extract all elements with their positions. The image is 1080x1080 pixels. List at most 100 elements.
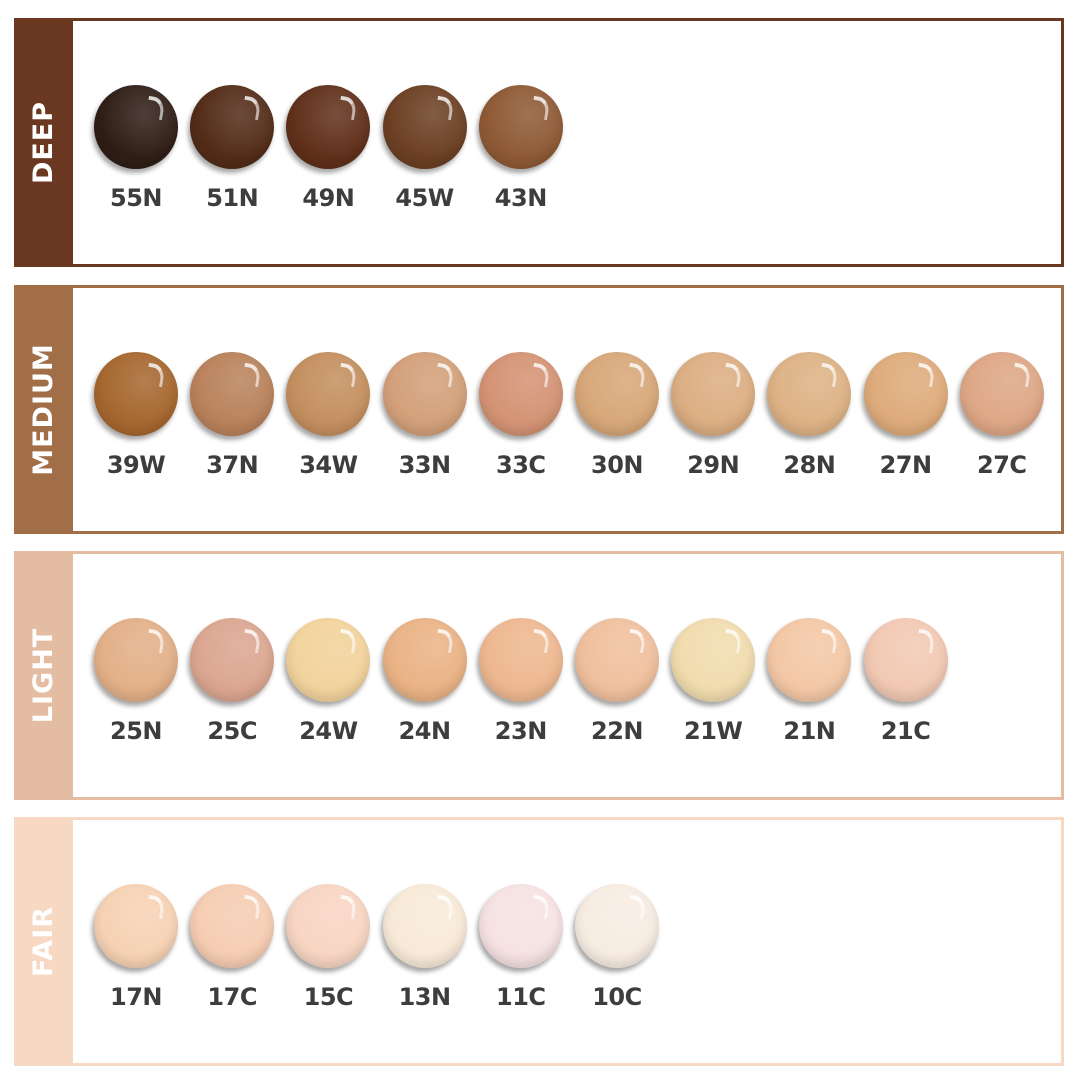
shade-swatch[interactable]: 13N — [377, 884, 473, 1011]
shade-group-medium: MEDIUM 39W 37N 34W 33N 33C 30N 29N 28N 27N 27C — [14, 285, 1064, 534]
shade-dot — [382, 85, 467, 169]
shade-dot — [190, 352, 275, 436]
shade-dot — [94, 352, 178, 436]
shade-dot — [190, 618, 275, 702]
shade-dot — [575, 618, 659, 702]
shade-name: 28N — [783, 451, 836, 479]
group-label: MEDIUM — [28, 343, 59, 476]
shade-swatch[interactable]: 27C — [954, 352, 1050, 479]
shade-dot — [767, 352, 852, 436]
shade-dot — [863, 352, 948, 436]
shade-swatch[interactable]: 21N — [761, 618, 857, 745]
shade-group-deep: DEEP 55N 51N 49N 45W 43N — [14, 18, 1064, 267]
shade-swatch[interactable]: 17N — [88, 884, 184, 1011]
shade-dot — [94, 884, 178, 968]
shade-swatch[interactable]: 33C — [473, 352, 569, 479]
shade-name: 29N — [687, 451, 740, 479]
shade-dot — [478, 618, 563, 702]
shade-swatch[interactable]: 33N — [377, 352, 473, 479]
shade-swatch[interactable]: 37N — [184, 352, 280, 479]
shade-swatch[interactable]: 21C — [858, 618, 954, 745]
shade-dot — [382, 618, 467, 702]
shade-name: 11C — [496, 983, 546, 1011]
shade-dot — [478, 884, 563, 968]
shade-swatch[interactable]: 34W — [280, 352, 376, 479]
group-label: FAIR — [28, 905, 60, 978]
shade-name: 13N — [398, 983, 451, 1011]
group-label-bar: MEDIUM — [14, 285, 73, 534]
shade-dot — [767, 618, 852, 702]
shade-name: 27N — [879, 451, 932, 479]
shade-name: 17N — [110, 983, 162, 1011]
shade-name: 25C — [207, 717, 257, 745]
shade-name: 24N — [398, 717, 451, 745]
shade-swatch[interactable]: 11C — [473, 884, 569, 1011]
shade-name: 15C — [303, 983, 354, 1011]
shade-name: 21C — [880, 717, 931, 745]
group-label-bar: FAIR — [14, 817, 73, 1066]
shade-swatch[interactable]: 27N — [858, 352, 954, 479]
shade-swatch[interactable]: 10C — [569, 884, 665, 1011]
shade-swatch[interactable]: 55N — [88, 85, 184, 212]
shade-name: 33N — [398, 451, 451, 479]
group-label-bar: DEEP — [14, 18, 73, 267]
shade-swatch[interactable]: 22N — [569, 618, 665, 745]
shade-dot — [478, 352, 563, 436]
shade-swatch[interactable]: 51N — [184, 85, 280, 212]
shade-name: 21W — [684, 717, 743, 745]
shade-swatch[interactable]: 17C — [184, 884, 280, 1011]
shade-group-fair: FAIR 17N 17C 15C 13N 11C 10C — [14, 817, 1064, 1066]
shade-name: 10C — [592, 983, 642, 1011]
shade-dot — [286, 884, 371, 968]
shade-swatch[interactable]: 24N — [377, 618, 473, 745]
shade-name: 22N — [591, 717, 643, 745]
group-label: LIGHT — [28, 627, 59, 724]
shade-swatch[interactable]: 23N — [473, 618, 569, 745]
shade-swatch[interactable]: 30N — [569, 352, 665, 479]
shade-name: 30N — [591, 451, 643, 479]
shade-dot — [190, 85, 275, 169]
shade-name: 43N — [494, 184, 547, 212]
shade-name: 49N — [302, 184, 355, 212]
shade-swatch[interactable]: 25N — [88, 618, 184, 745]
shade-name: 23N — [494, 717, 547, 745]
shade-group-light: LIGHT 25N 25C 24W 24N 23N 22N 21W 21N 21C — [14, 551, 1064, 800]
shade-name: 33C — [496, 451, 546, 479]
shade-dot — [94, 618, 178, 702]
shade-swatch[interactable]: 28N — [761, 352, 857, 479]
shade-swatch[interactable]: 29N — [665, 352, 761, 479]
shade-name: 27C — [977, 451, 1027, 479]
shade-name: 55N — [110, 184, 162, 212]
shade-dot — [959, 352, 1044, 436]
shade-name: 25N — [110, 717, 162, 745]
shade-dot — [382, 352, 467, 436]
shade-dot — [286, 618, 371, 702]
shade-swatch[interactable]: 24W — [280, 618, 376, 745]
shade-name: 45W — [395, 184, 454, 212]
shade-dot — [286, 352, 371, 436]
shade-dot — [382, 884, 467, 968]
shade-name: 51N — [206, 184, 259, 212]
shade-name: 24W — [299, 717, 358, 745]
shade-swatch[interactable]: 43N — [473, 85, 569, 212]
shade-dot — [575, 884, 659, 968]
shade-dot — [671, 352, 756, 436]
shade-dot — [94, 85, 178, 169]
shade-swatch[interactable]: 39W — [88, 352, 184, 479]
shade-dot — [671, 618, 756, 702]
group-label-bar: LIGHT — [14, 551, 73, 800]
shade-name: 34W — [299, 451, 358, 479]
shade-dot — [286, 85, 371, 169]
shade-swatch[interactable]: 45W — [377, 85, 473, 212]
shade-name: 37N — [206, 451, 259, 479]
shade-swatch[interactable]: 21W — [665, 618, 761, 745]
shade-name: 21N — [783, 717, 836, 745]
shade-swatch[interactable]: 15C — [280, 884, 376, 1011]
shade-name: 17C — [207, 983, 257, 1011]
shade-dot — [575, 352, 659, 436]
shade-swatch[interactable]: 49N — [280, 85, 376, 212]
shade-swatch[interactable]: 25C — [184, 618, 280, 745]
shade-dot — [863, 618, 948, 702]
group-label: DEEP — [28, 100, 59, 185]
shade-dot — [190, 884, 275, 968]
